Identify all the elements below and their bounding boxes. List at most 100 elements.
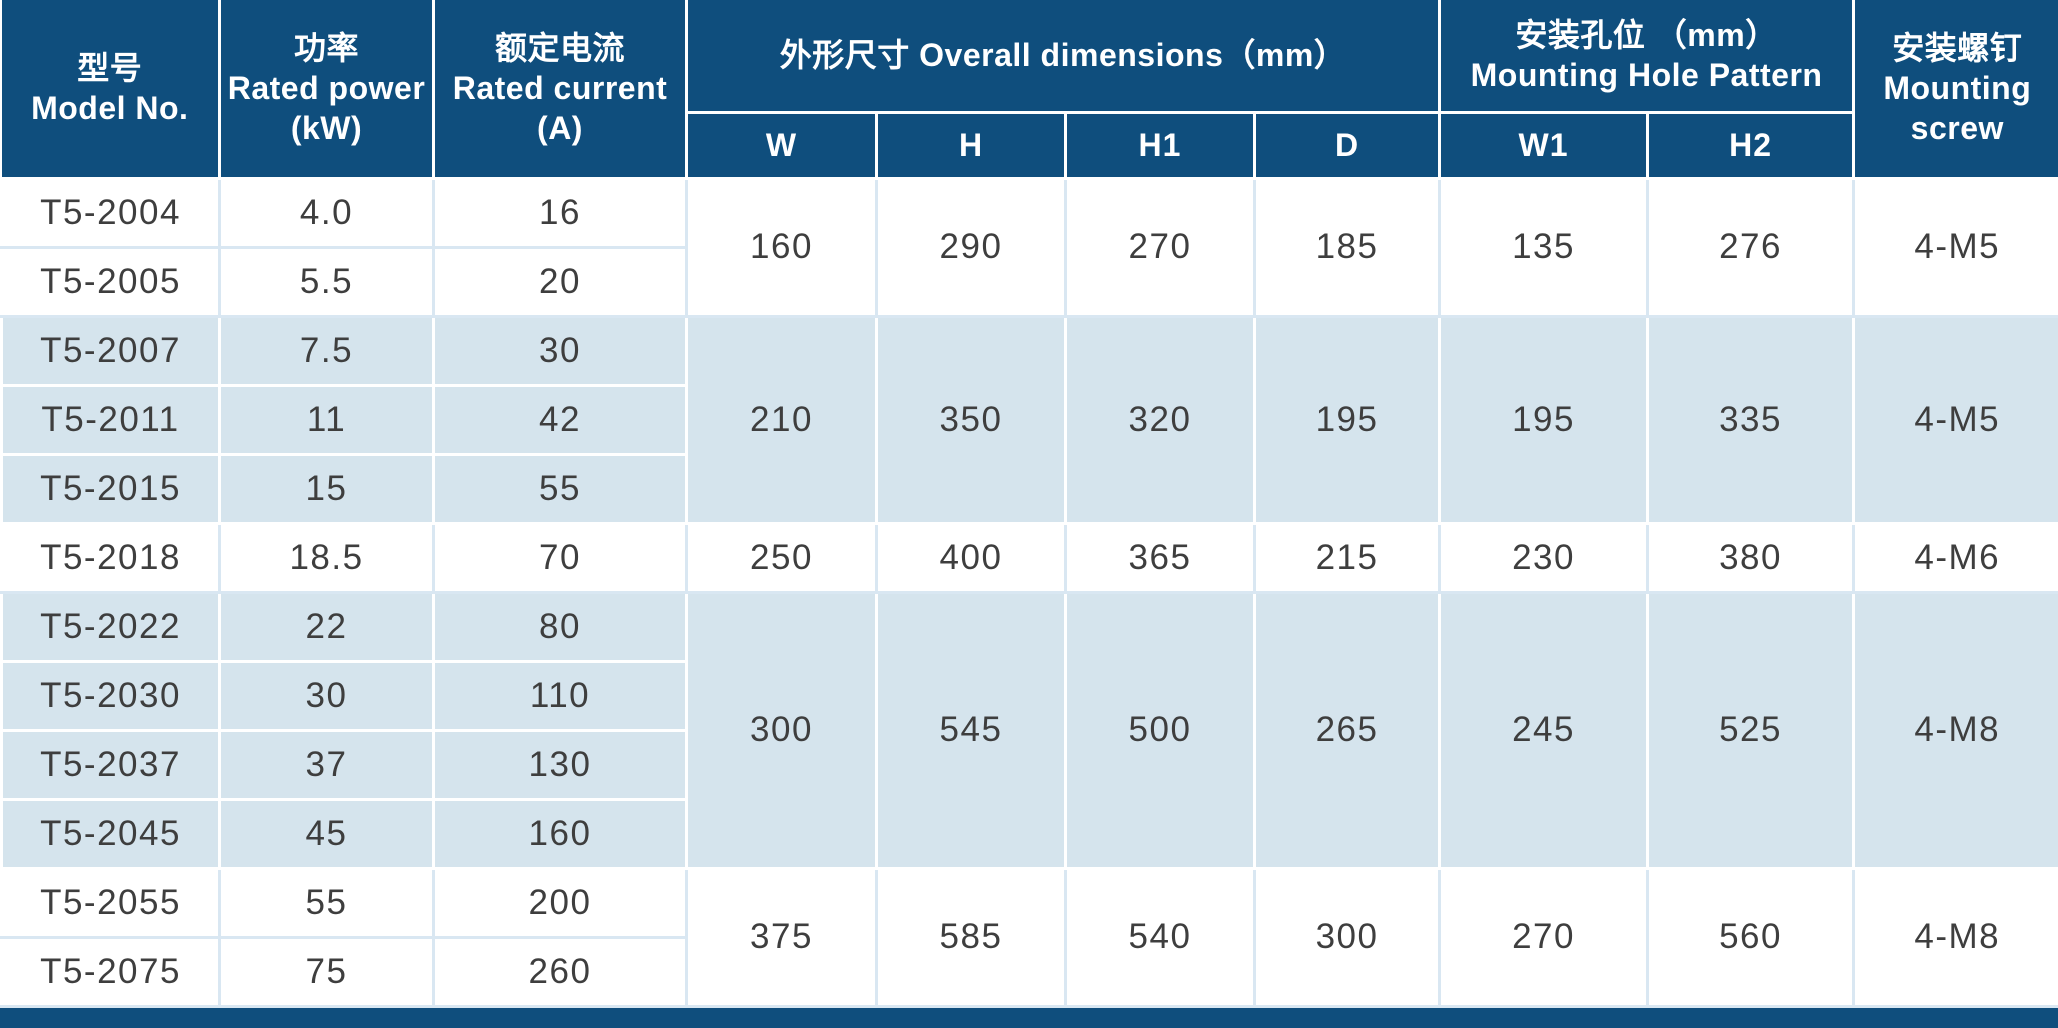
table-header: 型号 Model No. 功率 Rated power (kW) 额定电流 Ra… bbox=[1, 0, 2058, 180]
hole-w1-cell: 135 bbox=[1438, 176, 1650, 318]
col-header-model-zh: 型号 bbox=[77, 50, 143, 87]
hole-w1-cell: 245 bbox=[1438, 590, 1650, 870]
model-cell: T5-2037 bbox=[0, 728, 221, 801]
hole-h2-cell: 560 bbox=[1646, 866, 1856, 1008]
sub-header-w: W bbox=[685, 110, 878, 180]
current-cell: 20 bbox=[432, 245, 687, 318]
current-cell: 160 bbox=[432, 797, 687, 870]
col-header-power: 功率 Rated power (kW) bbox=[218, 0, 435, 180]
dim-h1-cell: 365 bbox=[1064, 521, 1256, 594]
power-cell: 5.5 bbox=[218, 245, 435, 318]
sub-header-h2: H2 bbox=[1646, 110, 1854, 180]
hole-h2-cell: 276 bbox=[1646, 176, 1856, 318]
col-header-screw-en2: screw bbox=[1910, 110, 2004, 147]
table-row: T5-2005 5.5 20 bbox=[0, 245, 2058, 318]
model-cell: T5-2005 bbox=[0, 245, 221, 318]
col-header-model-en: Model No. bbox=[31, 90, 189, 127]
current-cell: 16 bbox=[432, 176, 688, 249]
model-cell: T5-2045 bbox=[0, 797, 221, 870]
power-cell: 18.5 bbox=[218, 521, 435, 594]
dim-d-cell: 265 bbox=[1252, 590, 1442, 870]
bottom-accent-bar bbox=[0, 1007, 2058, 1028]
dim-d-cell: 300 bbox=[1252, 866, 1442, 1008]
model-cell: T5-2055 bbox=[0, 866, 221, 939]
model-cell: T5-2075 bbox=[0, 935, 221, 1008]
screw-cell: 4-M6 bbox=[1852, 521, 2058, 594]
screw-cell: 4-M5 bbox=[1852, 176, 2058, 318]
table-row: T5-2018 18.5 70 250 400 365 215 230 380 … bbox=[0, 521, 2058, 594]
col-group-header-mounting-holes: 安装孔位 （mm） Mounting Hole Pattern bbox=[1438, 0, 1856, 114]
col-header-screw: 安装螺钉 Mounting screw bbox=[1852, 0, 2058, 180]
power-cell: 4.0 bbox=[218, 176, 435, 249]
model-cell: T5-2030 bbox=[0, 659, 221, 732]
dim-w-cell: 160 bbox=[685, 176, 878, 318]
col-header-screw-zh: 安装螺钉 bbox=[1892, 30, 2023, 67]
dim-d-cell: 195 bbox=[1252, 314, 1442, 525]
current-cell: 70 bbox=[432, 521, 688, 594]
table-row: T5-2011 11 42 bbox=[0, 383, 2058, 456]
current-cell: 110 bbox=[432, 659, 687, 732]
power-cell: 45 bbox=[218, 797, 435, 870]
dim-w-cell: 250 bbox=[685, 521, 878, 594]
power-cell: 11 bbox=[218, 383, 435, 456]
dim-h-cell: 290 bbox=[875, 176, 1067, 318]
col-header-power-zh: 功率 bbox=[293, 30, 359, 67]
power-cell: 30 bbox=[218, 659, 435, 732]
dim-d-cell: 185 bbox=[1252, 176, 1442, 318]
dim-w-cell: 300 bbox=[685, 590, 878, 870]
table-row: T5-2022 22 80 300 545 500 265 245 525 4-… bbox=[0, 590, 2058, 870]
hole-h2-cell: 335 bbox=[1646, 314, 1856, 525]
col-group-header-dimensions-title: 外形尺寸 Overall dimensions（mm） bbox=[779, 37, 1347, 74]
hole-w1-cell: 195 bbox=[1438, 314, 1650, 525]
col-header-power-en: Rated power bbox=[227, 70, 426, 107]
table-row: T5-2015 15 55 bbox=[0, 452, 2058, 525]
table-row: T5-2075 75 260 bbox=[0, 935, 2058, 1008]
power-cell: 55 bbox=[218, 866, 435, 939]
dim-h1-cell: 320 bbox=[1064, 314, 1256, 525]
dim-h-cell: 400 bbox=[875, 521, 1067, 594]
model-cell: T5-2022 bbox=[0, 590, 221, 663]
dim-h1-cell: 540 bbox=[1064, 866, 1256, 1008]
col-header-current-unit: (A) bbox=[537, 110, 583, 147]
screw-cell: 4-M5 bbox=[1852, 314, 2058, 525]
col-header-model: 型号 Model No. bbox=[1, 0, 221, 180]
screw-cell: 4-M8 bbox=[1852, 590, 2058, 870]
hole-w1-cell: 270 bbox=[1438, 866, 1650, 1008]
col-header-current-zh: 额定电流 bbox=[494, 30, 625, 67]
current-cell: 80 bbox=[432, 590, 688, 663]
power-cell: 15 bbox=[218, 452, 435, 525]
screw-cell: 4-M8 bbox=[1852, 866, 2058, 1008]
col-header-current: 额定电流 Rated current (A) bbox=[432, 0, 688, 180]
col-header-current-en: Rated current bbox=[452, 70, 668, 107]
col-header-screw-en1: Mounting bbox=[1883, 70, 2032, 107]
dim-h1-cell: 270 bbox=[1064, 176, 1256, 318]
model-cell: T5-2011 bbox=[0, 383, 221, 456]
sub-header-d: D bbox=[1252, 110, 1442, 180]
table-row: T5-2030 30 110 bbox=[0, 659, 2058, 732]
model-cell: T5-2015 bbox=[0, 452, 221, 525]
table-row: T5-2007 7.5 30 210 350 320 195 195 335 4… bbox=[0, 314, 2058, 525]
current-cell: 55 bbox=[432, 452, 687, 525]
current-cell: 130 bbox=[432, 728, 687, 801]
dim-h-cell: 350 bbox=[875, 314, 1067, 525]
current-cell: 260 bbox=[432, 935, 687, 1008]
col-header-power-unit: (kW) bbox=[290, 110, 363, 147]
hole-w1-cell: 230 bbox=[1438, 521, 1650, 594]
hole-h2-cell: 525 bbox=[1646, 590, 1856, 870]
power-cell: 7.5 bbox=[218, 314, 435, 387]
table-row: T5-2037 37 130 bbox=[0, 728, 2058, 801]
power-cell: 22 bbox=[218, 590, 435, 663]
power-cell: 75 bbox=[218, 935, 435, 1008]
dim-h1-cell: 500 bbox=[1064, 590, 1256, 870]
dim-d-cell: 215 bbox=[1252, 521, 1442, 594]
hole-h2-cell: 380 bbox=[1646, 521, 1856, 594]
table-row: T5-2045 45 160 bbox=[0, 797, 2058, 870]
model-cell: T5-2004 bbox=[0, 176, 221, 249]
sub-header-h1: H1 bbox=[1064, 110, 1256, 180]
table-row: T5-2004 4.0 16 160 290 270 185 135 276 4… bbox=[0, 176, 2058, 318]
model-cell: T5-2007 bbox=[0, 314, 221, 387]
col-group-header-dimensions: 外形尺寸 Overall dimensions（mm） bbox=[684, 0, 1442, 114]
current-cell: 30 bbox=[432, 314, 688, 387]
sub-header-w1: W1 bbox=[1438, 110, 1650, 180]
